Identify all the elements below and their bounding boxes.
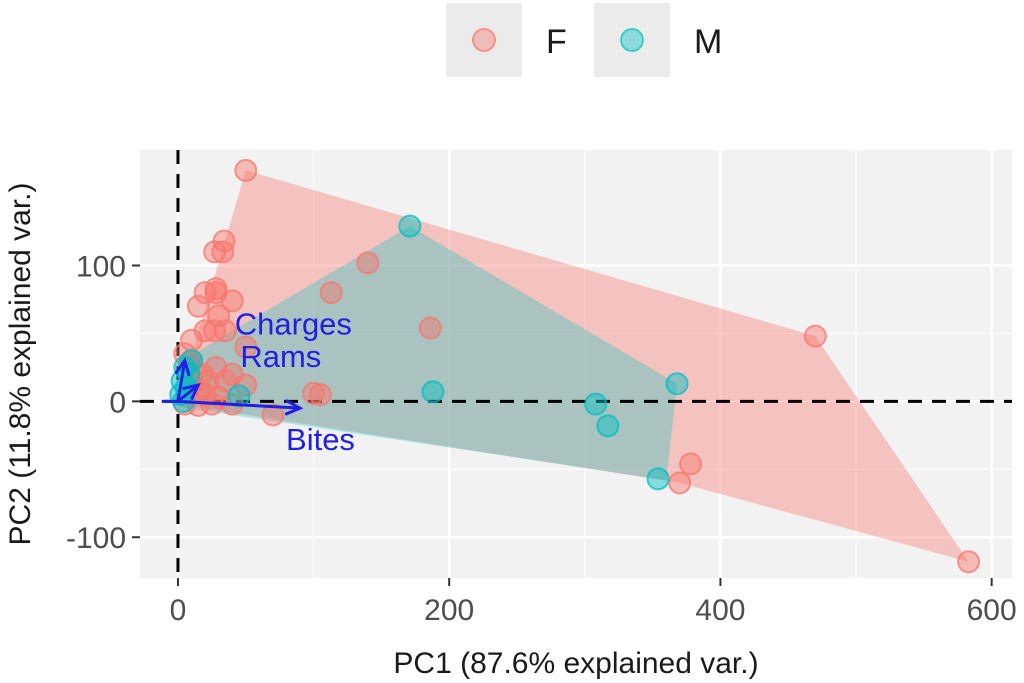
y-tick-label: 100 — [76, 250, 126, 283]
point-f — [418, 316, 442, 340]
plot-panel — [140, 150, 1012, 578]
point-m — [227, 384, 251, 408]
loading-label-charges: Charges — [235, 307, 352, 342]
legend-marker-m — [620, 28, 644, 52]
point-f — [668, 471, 692, 495]
point-f — [220, 289, 244, 313]
legend-key-m — [594, 3, 670, 77]
x-tick-label: 0 — [170, 594, 187, 627]
point-f — [803, 324, 827, 348]
legend: F M — [446, 3, 722, 77]
origin-lines — [140, 150, 1012, 578]
x-tick-label: 400 — [695, 594, 745, 627]
point-f — [679, 452, 703, 476]
x-axis-title: PC1 (87.6% explained var.) — [393, 647, 758, 680]
loading-arrowhead-rams — [182, 382, 202, 401]
legend-key-f — [446, 3, 522, 77]
axis-ticks: 0 200 400 600 -100 0 100 — [66, 250, 1017, 627]
point-m — [584, 392, 608, 416]
legend-marker-f — [472, 28, 496, 52]
point-f — [234, 335, 258, 359]
point-m — [646, 467, 670, 491]
loading-label-bites: Bites — [286, 422, 355, 457]
point-f — [203, 240, 227, 264]
y-tick-label: -100 — [66, 522, 126, 555]
hull-m — [177, 226, 678, 481]
loading-arrowhead-bites — [284, 399, 304, 416]
loading-arrow-rams — [177, 383, 200, 403]
hull-f — [177, 170, 969, 562]
loading-label-rams: Rams — [240, 339, 321, 374]
point-f — [308, 383, 332, 407]
grid-lines — [140, 150, 1012, 578]
loading-arrow-bites — [177, 399, 301, 410]
loading-arrow-charges — [176, 360, 187, 402]
legend-label-m: M — [694, 23, 722, 61]
point-f — [203, 319, 227, 343]
group-hulls — [177, 170, 969, 562]
point-f — [186, 294, 210, 318]
point-f — [261, 403, 285, 427]
point-f — [957, 550, 981, 574]
point-m — [665, 372, 689, 396]
point-f — [356, 251, 380, 275]
y-axis-title: PC2 (11.8% explained var.) — [4, 183, 37, 546]
point-f — [196, 369, 220, 393]
loading-arrowhead-charges — [174, 357, 191, 377]
x-tick-label: 200 — [424, 594, 474, 627]
x-tick-label: 600 — [967, 594, 1017, 627]
y-tick-label: 0 — [109, 386, 126, 419]
point-m — [596, 414, 620, 438]
point-m — [421, 380, 445, 404]
point-f — [319, 281, 343, 305]
point-f — [211, 240, 235, 264]
legend-label-f: F — [546, 23, 567, 61]
point-f — [234, 158, 258, 182]
point-m — [398, 214, 422, 238]
